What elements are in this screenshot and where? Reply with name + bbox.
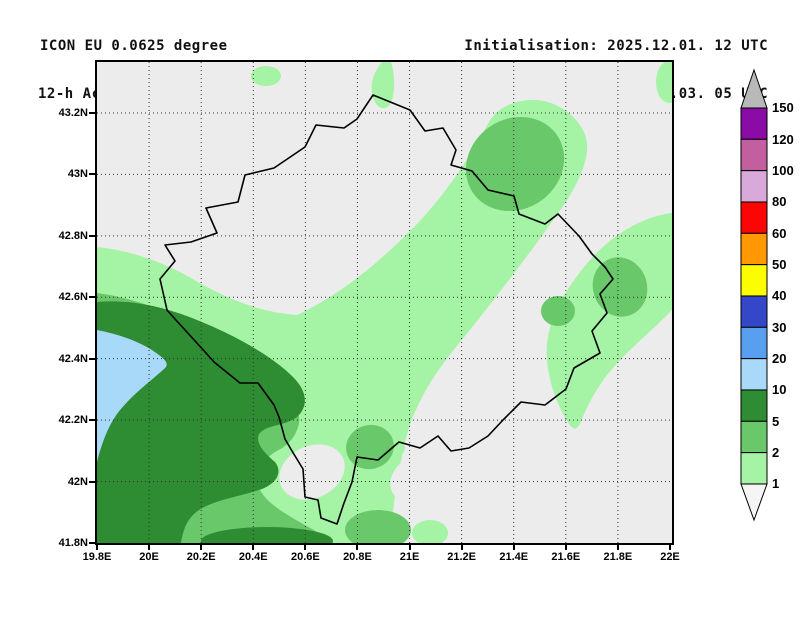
colorbar-arrow-top bbox=[740, 68, 768, 109]
y-tick-mark bbox=[89, 541, 95, 544]
x-tick-mark bbox=[512, 545, 515, 550]
y-tick-label: 42.2N bbox=[58, 414, 88, 427]
y-tick-mark bbox=[89, 112, 95, 114]
x-tick-label: 20.4E bbox=[238, 551, 268, 563]
colorbar-box bbox=[740, 138, 768, 172]
x-tick-label: 21E bbox=[399, 551, 420, 563]
colorbar-box bbox=[740, 358, 768, 391]
colorbar-label: 20 bbox=[772, 351, 786, 366]
precip-blob-medium-northeast bbox=[465, 116, 565, 212]
precipitation-map bbox=[97, 62, 672, 543]
precip-blob-medium-south-b bbox=[346, 424, 394, 470]
y-tick-label: 43.2N bbox=[58, 107, 88, 119]
colorbar-label: 50 bbox=[772, 257, 786, 272]
precip-blob-south-bottom bbox=[412, 520, 448, 543]
colorbar-box bbox=[740, 201, 768, 234]
y-tick-label: 42.4N bbox=[58, 352, 88, 365]
y-tick-mark bbox=[89, 419, 95, 422]
y-tick-mark bbox=[89, 296, 95, 299]
y-tick-mark bbox=[89, 173, 95, 176]
colorbar-label: 2 bbox=[772, 445, 779, 460]
x-tick-label: 21.4E bbox=[499, 551, 529, 563]
y-tick-mark bbox=[89, 357, 95, 360]
colorbar-box bbox=[740, 452, 768, 485]
precip-strip-dark-bottom bbox=[201, 527, 333, 543]
colorbar-label: 40 bbox=[772, 288, 786, 303]
colorbar-box bbox=[740, 389, 768, 422]
x-tick-label: 22E bbox=[660, 551, 680, 563]
x-tick-mark bbox=[460, 545, 463, 550]
x-tick-mark bbox=[408, 545, 411, 550]
x-tick-mark bbox=[616, 545, 619, 550]
y-tick-label: 42N bbox=[67, 475, 88, 488]
colorbar-box bbox=[740, 107, 768, 140]
dry-hole-south bbox=[390, 449, 464, 505]
precip-blob-medium-south-a bbox=[345, 510, 411, 543]
x-tick-mark bbox=[304, 545, 307, 550]
kosovo-border-outline bbox=[159, 94, 614, 525]
x-tick-label: 21.2E bbox=[447, 551, 476, 563]
colorbar-box bbox=[740, 264, 768, 297]
colorbar-box bbox=[740, 295, 768, 328]
x-tick-label: 21.6E bbox=[551, 551, 581, 563]
x-tick-label: 19.8E bbox=[82, 551, 112, 563]
x-tick-label: 20E bbox=[139, 551, 159, 563]
precipitation-colorbar: 150 120 100 80 60 50 40 30 20 10 5 2 1 bbox=[740, 68, 794, 522]
colorbar-label: 10 bbox=[772, 382, 786, 397]
colorbar-box bbox=[740, 420, 768, 454]
x-tick-label: 20.2E bbox=[186, 551, 216, 563]
colorbar-boxes bbox=[740, 107, 768, 485]
colorbar-label: 100 bbox=[772, 163, 794, 178]
map-canvas bbox=[95, 60, 674, 545]
y-tick-label: 43N bbox=[67, 168, 88, 181]
colorbar-label: 30 bbox=[772, 320, 786, 335]
colorbar-label: 60 bbox=[772, 226, 786, 241]
x-tick-label: 20.8E bbox=[343, 551, 372, 563]
colorbar-label: 1 bbox=[772, 476, 779, 491]
x-tick-label: 21.8E bbox=[603, 551, 633, 563]
colorbar-label: 80 bbox=[772, 194, 786, 209]
precip-blob-medium-east bbox=[592, 257, 648, 317]
colorbar-arrow-bottom bbox=[740, 483, 768, 522]
graticule-gridlines bbox=[97, 62, 672, 543]
y-tick-label: 41.8N bbox=[58, 536, 88, 549]
x-tick-mark bbox=[356, 545, 359, 550]
precip-dot-south bbox=[391, 441, 405, 455]
precip-region-light-east-band bbox=[546, 213, 672, 429]
x-tick-mark bbox=[564, 545, 567, 550]
x-tick-mark bbox=[668, 545, 671, 550]
precip-blob-medium-east-small bbox=[541, 296, 575, 326]
y-tick-mark bbox=[89, 234, 95, 237]
colorbar-label: 120 bbox=[772, 132, 794, 147]
model-title: ICON EU 0.0625 degree bbox=[40, 38, 228, 54]
colorbar-box bbox=[740, 232, 768, 266]
y-tick-mark bbox=[89, 480, 95, 483]
init-time-label: Initialisation: 2025.12.01. 12 UTC bbox=[464, 38, 768, 54]
x-tick-mark bbox=[200, 545, 203, 550]
colorbar-box bbox=[740, 170, 768, 203]
colorbar-labels: 150 120 100 80 60 50 40 30 20 10 5 2 1 bbox=[772, 100, 794, 491]
x-tick-mark bbox=[96, 545, 98, 550]
x-tick-mark bbox=[252, 545, 255, 550]
y-tick-label: 42.6N bbox=[58, 291, 88, 304]
colorbar-label: 5 bbox=[772, 414, 779, 429]
y-tick-label: 42.8N bbox=[58, 229, 88, 242]
precip-blob-northeast-edge bbox=[656, 62, 672, 103]
colorbar-label: 150 bbox=[772, 100, 794, 115]
x-tick-mark bbox=[148, 545, 151, 550]
colorbar-box bbox=[740, 326, 768, 360]
x-tick-label: 20.6E bbox=[290, 551, 320, 563]
precip-blob-north-1 bbox=[251, 66, 281, 86]
